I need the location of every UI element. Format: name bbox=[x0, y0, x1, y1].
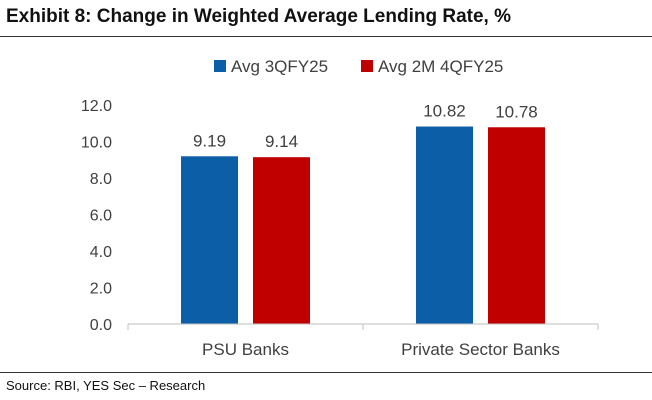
y-tick-label: 2.0 bbox=[90, 281, 112, 298]
x-category-label: PSU Banks bbox=[202, 340, 289, 359]
y-tick-label: 0.0 bbox=[90, 317, 112, 334]
bar-avg-2m-4qfy25-private bbox=[488, 127, 545, 324]
y-axis: 0.0 2.0 4.0 6.0 8.0 10.0 12.0 bbox=[81, 98, 112, 334]
chart-legend: Avg 3QFY25 Avg 2M 4QFY25 bbox=[214, 57, 503, 76]
bar-value-label: 10.78 bbox=[495, 102, 538, 121]
x-category-label: Private Sector Banks bbox=[401, 340, 560, 359]
y-tick-label: 6.0 bbox=[90, 208, 112, 225]
chart-bars: 9.19 9.14 10.82 10.78 bbox=[181, 102, 545, 324]
y-tick-label: 4.0 bbox=[90, 244, 112, 261]
legend-label: Avg 2M 4QFY25 bbox=[378, 57, 503, 76]
title-divider bbox=[0, 36, 652, 37]
legend-swatch bbox=[361, 60, 373, 72]
source-divider bbox=[0, 372, 652, 373]
bar-value-label: 10.82 bbox=[423, 102, 466, 121]
source-note: Source: RBI, YES Sec – Research bbox=[6, 378, 206, 393]
bar-avg-3qfy25-private bbox=[416, 126, 473, 324]
exhibit-title: Exhibit 8: Change in Weighted Average Le… bbox=[6, 6, 511, 27]
bar-chart: Avg 3QFY25 Avg 2M 4QFY25 0.0 2.0 4.0 6.0 8.0 1… bbox=[81, 57, 599, 359]
y-tick-label: 12.0 bbox=[81, 98, 112, 115]
legend-label: Avg 3QFY25 bbox=[231, 57, 328, 76]
bar-avg-3qfy25-psu bbox=[181, 156, 238, 324]
legend-swatch bbox=[214, 60, 226, 72]
y-tick-label: 8.0 bbox=[90, 171, 112, 188]
y-tick-label: 10.0 bbox=[81, 135, 112, 152]
bar-avg-2m-4qfy25-psu bbox=[253, 157, 310, 324]
x-axis: PSU Banks Private Sector Banks bbox=[127, 323, 599, 359]
bar-value-label: 9.14 bbox=[265, 132, 298, 151]
bar-value-label: 9.19 bbox=[193, 131, 226, 150]
